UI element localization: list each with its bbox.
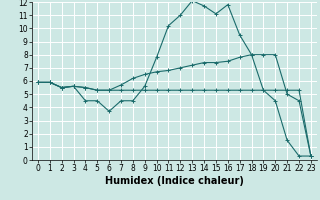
X-axis label: Humidex (Indice chaleur): Humidex (Indice chaleur)	[105, 176, 244, 186]
